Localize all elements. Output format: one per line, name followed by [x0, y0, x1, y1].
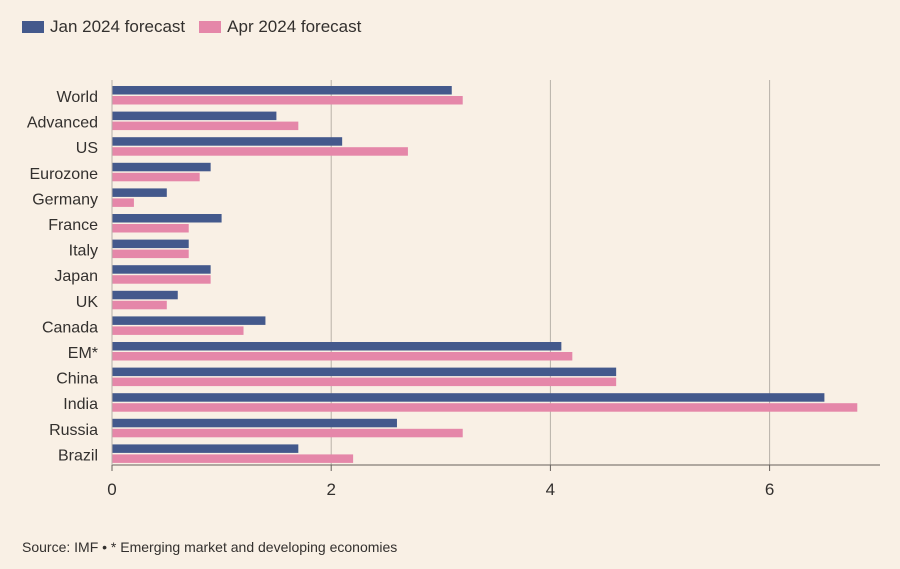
bar-apr-japan: [112, 275, 211, 284]
bar-jan-italy: [112, 239, 189, 249]
bar-jan-eurozone: [112, 162, 211, 172]
x-tick-label: 4: [546, 480, 555, 499]
category-label: France: [48, 217, 98, 234]
legend: Jan 2024 forecast Apr 2024 forecast: [22, 17, 361, 37]
legend-item-jan: Jan 2024 forecast: [22, 17, 185, 37]
legend-item-apr: Apr 2024 forecast: [199, 17, 361, 37]
category-label: India: [63, 396, 98, 413]
bar-apr-italy: [112, 249, 189, 259]
x-tick-label: 2: [326, 480, 335, 499]
bar-jan-japan: [112, 265, 211, 274]
x-tick-label: 6: [765, 480, 774, 499]
category-label: Eurozone: [30, 166, 99, 183]
bar-apr-china: [112, 377, 617, 387]
bar-apr-em: [112, 352, 573, 361]
bar-jan-china: [112, 367, 617, 377]
bar-apr-eurozone: [112, 172, 200, 182]
category-label: UK: [76, 294, 99, 311]
bar-jan-advanced: [112, 111, 277, 121]
bar-apr-us: [112, 147, 408, 156]
bar-jan-us: [112, 137, 343, 146]
source-note: Source: IMF • * Emerging market and deve…: [22, 539, 398, 555]
category-label: EM*: [68, 345, 98, 362]
category-label: Japan: [54, 268, 98, 285]
category-label: China: [56, 371, 98, 388]
bar-jan-em: [112, 342, 562, 351]
bar-apr-india: [112, 403, 858, 412]
bar-apr-advanced: [112, 121, 299, 131]
category-label: US: [76, 140, 98, 157]
bar-jan-canada: [112, 316, 266, 325]
bar-apr-world: [112, 96, 463, 105]
bar-jan-uk: [112, 290, 178, 300]
legend-label-jan: Jan 2024 forecast: [50, 17, 186, 36]
bar-apr-canada: [112, 326, 244, 335]
category-label: World: [57, 89, 99, 106]
category-label: Russia: [49, 422, 98, 439]
bar-jan-world: [112, 86, 452, 95]
category-label: Brazil: [58, 447, 98, 464]
bar-jan-germany: [112, 188, 167, 197]
category-label: Italy: [69, 243, 98, 260]
bar-apr-brazil: [112, 454, 354, 463]
legend-swatch-apr: [199, 21, 222, 33]
category-label: Advanced: [27, 115, 98, 132]
legend-swatch-jan: [22, 21, 44, 33]
bar-apr-russia: [112, 428, 463, 438]
bar-jan-brazil: [112, 444, 299, 453]
x-tick-label: 0: [107, 480, 116, 499]
category-label: Canada: [42, 319, 98, 336]
bar-apr-germany: [112, 198, 134, 207]
bar-jan-russia: [112, 418, 397, 428]
bar-jan-india: [112, 393, 825, 402]
bar-jan-france: [112, 214, 222, 223]
bar-apr-uk: [112, 300, 167, 310]
bar-apr-france: [112, 224, 189, 233]
category-label: Germany: [32, 191, 98, 208]
legend-label-apr: Apr 2024 forecast: [227, 17, 362, 36]
